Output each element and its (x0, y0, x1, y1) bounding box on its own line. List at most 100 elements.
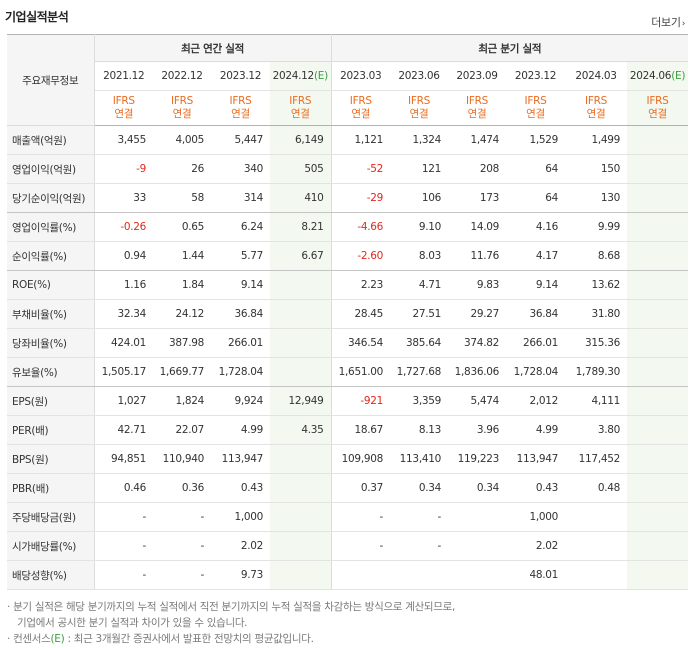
standard-consolidated: 연결 (586, 108, 606, 120)
table-cell: 150 (565, 154, 627, 184)
table-cell (448, 531, 506, 561)
table-cell: 4.99 (506, 415, 565, 445)
table-cell (270, 357, 332, 387)
table-cell (627, 183, 688, 213)
table-cell: 0.34 (390, 473, 448, 503)
standard-consolidated: 연결 (351, 108, 371, 120)
table-row: 순이익률(%) 0.94 1.44 5.77 6.67 -2.60 8.03 11.76 4.1… (7, 241, 688, 271)
table-cell: 113,947 (211, 444, 270, 474)
table-cell: 208 (448, 154, 506, 184)
period-header: 2023.12 (506, 61, 565, 91)
period-header: 2024.12(E) (270, 61, 332, 91)
table-row: 배당성향(%) - -9.73 48.01 (7, 560, 688, 590)
table-cell: 8.68 (565, 241, 627, 271)
table-cell (331, 560, 390, 590)
more-label[interactable]: 더보기 (651, 16, 681, 29)
table-cell: 1,000 (211, 502, 270, 532)
table-cell: 1.84 (153, 270, 211, 300)
table-cell: 4.16 (506, 212, 565, 242)
table-cell: - (331, 531, 390, 561)
table-row: 유보율(%) 1,505.17 1,669.77 1,728.04 1,651.00 1,… (7, 357, 688, 387)
group-header-row: 주요재무정보 최근 연간 실적 최근 분기 실적 (7, 34, 688, 126)
table-cell: 346.54 (331, 328, 390, 358)
more-link[interactable]: 더보기› (651, 14, 685, 30)
table-row: PBR(배) 0.46 0.36 0.43 0.37 0.34 0.34 0.43 0.48 (7, 473, 688, 503)
table-cell (270, 560, 332, 590)
table-cell: 2,012 (506, 386, 565, 416)
table-cell: 31.80 (565, 299, 627, 329)
standard-consolidated: 연결 (290, 108, 310, 120)
table-cell: -921 (331, 386, 390, 416)
table-cell (390, 560, 448, 590)
table-cell: 64 (506, 154, 565, 184)
table-cell (627, 241, 688, 271)
table-cell: 12,949 (270, 386, 332, 416)
row-label: PER(배) (7, 415, 95, 445)
table-cell: 6,149 (270, 125, 332, 155)
table-cell: 1,727.68 (390, 357, 448, 387)
standard-ifrs: IFRS (289, 95, 312, 107)
period-header: 2023.06 (390, 61, 448, 91)
footnote-quarterly-cont: 기업에서 공시한 분기 실적과 차이가 있을 수 있습니다. (17, 617, 248, 629)
table-cell: 48.01 (506, 560, 565, 590)
table-cell: 1,505.17 (94, 357, 153, 387)
accounting-standard: IFRS 연결 (448, 90, 506, 126)
table-cell: 8.13 (390, 415, 448, 445)
period-header: 2023.09 (448, 61, 506, 91)
row-label: 부채비율(%) (7, 299, 95, 329)
table-cell: 1.44 (153, 241, 211, 271)
table-cell: 1,474 (448, 125, 506, 155)
standard-ifrs: IFRS (349, 95, 372, 107)
accounting-standard: IFRS 연결 (565, 90, 627, 126)
table-cell (270, 444, 332, 474)
table-cell: - (94, 560, 153, 590)
table-cell (627, 386, 688, 416)
row-label: PBR(배) (7, 473, 95, 503)
accounting-standard: IFRS 연결 (331, 90, 390, 126)
table-cell: 0.36 (153, 473, 211, 503)
table-cell: 13.62 (565, 270, 627, 300)
accounting-standard: IFRS 연결 (270, 90, 332, 126)
table-cell (627, 270, 688, 300)
table-cell: 0.37 (331, 473, 390, 503)
table-cell: 113,410 (390, 444, 448, 474)
table-cell (270, 270, 332, 300)
period-header: 2022.12 (153, 61, 211, 91)
table-cell: - (94, 531, 153, 561)
standard-ifrs: IFRS (171, 95, 193, 107)
table-cell: 113,947 (506, 444, 565, 474)
table-cell: 36.84 (211, 299, 270, 329)
table-cell: 4.99 (211, 415, 270, 445)
table-cell: 0.46 (94, 473, 153, 503)
table-row: 당좌비율(%) 424.01 387.98 266.01 346.54 385.64 374… (7, 328, 688, 358)
table-cell: 0.43 (506, 473, 565, 503)
table-cell: 22.07 (153, 415, 211, 445)
standard-consolidated: 연결 (409, 108, 429, 120)
footnotes: · 분기 실적은 해당 분기까지의 누적 실적에서 직전 분기까지의 누적 실적… (7, 599, 687, 647)
table-cell: 0.43 (211, 473, 270, 503)
period-label: 2024.06 (629, 70, 672, 82)
accounting-standard: IFRS 연결 (390, 90, 448, 126)
table-cell (270, 531, 332, 561)
table-cell: 33 (94, 183, 153, 213)
row-label: 당기순이익(억원) (7, 183, 95, 213)
row-label: 배당성향(%) (7, 560, 95, 590)
table-cell: 315.36 (565, 328, 627, 358)
period-label: 2024.12 (272, 70, 315, 82)
table-row: 시가배당률(%) - -2.02- -2.02 (7, 531, 688, 561)
table-cell: 1.16 (94, 270, 153, 300)
table-row: 주당배당금(원) - -1,000- -1,000 (7, 502, 688, 532)
period-label: 2023.03 (340, 70, 382, 82)
table-cell: 29.27 (448, 299, 506, 329)
period-label: 2023.12 (219, 70, 262, 82)
standard-ifrs: IFRS (585, 95, 607, 107)
table-cell: 1,824 (153, 386, 211, 416)
table-cell: 109,908 (331, 444, 390, 474)
table-cell: -52 (331, 154, 390, 184)
table-cell: 266.01 (506, 328, 565, 358)
row-label: 유보율(%) (7, 357, 95, 387)
table-cell: 2.02 (211, 531, 270, 561)
table-cell: 24.12 (153, 299, 211, 329)
period-label: 2023.06 (398, 70, 440, 82)
period-header: 2023.03 (331, 61, 390, 91)
